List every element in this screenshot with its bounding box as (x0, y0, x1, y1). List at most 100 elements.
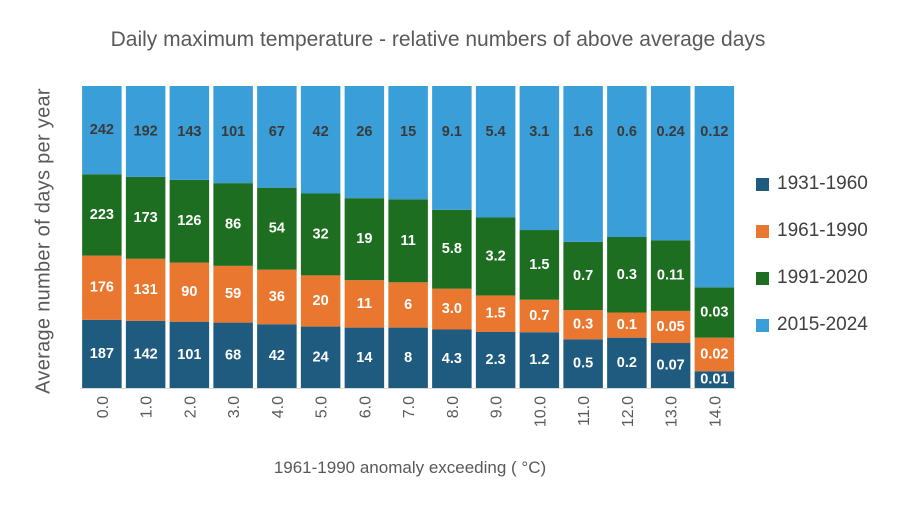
data-label: 11 (357, 296, 372, 312)
data-label: 0.12 (700, 124, 728, 140)
legend-item-1931-1960: 1931-1960 (756, 172, 868, 196)
data-label: 0.2 (617, 355, 637, 371)
bar-segment-2015-2024-3.0 (213, 86, 253, 184)
bar-segment-1961-1990-3.0 (213, 265, 253, 323)
data-label: 67 (269, 124, 285, 140)
bar-segment-1991-2020-6.0 (344, 198, 385, 281)
data-label: 176 (90, 280, 114, 296)
data-label: 1.2 (529, 352, 549, 368)
bar-segment-2015-2024-2.0 (169, 86, 210, 180)
legend-label: 1961-1990 (777, 220, 868, 241)
bar-segment-1961-1990-13.0 (650, 310, 691, 344)
x-tick-label: 14.0 (707, 396, 724, 427)
x-tick-label: 9.0 (489, 396, 506, 418)
data-label: 173 (134, 210, 158, 226)
bar-segment-2015-2024-4.0 (257, 86, 297, 188)
data-label: 0.24 (657, 124, 685, 140)
bar-segment-2015-2024-11.0 (563, 86, 603, 242)
bar-segment-2015-2024-13.0 (650, 86, 691, 241)
bar-segment-1931-1960-5.0 (300, 326, 341, 388)
bar-segment-2015-2024-14.0 (694, 86, 735, 288)
data-label: 90 (181, 284, 197, 300)
bar-segment-1961-1990-6.0 (344, 280, 385, 328)
data-label: 0.3 (617, 267, 637, 283)
bar-segment-1931-1960-1.0 (125, 320, 166, 388)
bar-segment-1931-1960-7.0 (388, 327, 428, 388)
data-label: 54 (269, 221, 285, 237)
bar-segment-1931-1960-10.0 (519, 332, 560, 388)
bar-segment-1991-2020-0.0 (82, 174, 122, 256)
data-label: 3.2 (486, 248, 506, 264)
x-tick-label: 8.0 (445, 396, 462, 418)
bar-segment-2015-2024-1.0 (125, 86, 166, 177)
bar-segment-2015-2024-6.0 (344, 86, 385, 199)
data-label: 0.02 (700, 346, 728, 362)
bar-segment-1961-1990-10.0 (519, 299, 560, 333)
data-label: 143 (177, 124, 201, 140)
data-label: 5.4 (486, 124, 506, 140)
data-label: 4.3 (442, 351, 462, 367)
legend-swatch-1991-2020 (756, 271, 769, 285)
bar-segment-1961-1990-7.0 (388, 282, 428, 328)
bar-segment-1961-1990-0.0 (82, 255, 122, 320)
bar-segment-2015-2024-7.0 (388, 86, 428, 200)
data-label: 5.8 (442, 241, 462, 257)
data-label: 0.11 (657, 268, 684, 284)
bar-segment-1931-1960-0.0 (82, 319, 122, 388)
data-label: 101 (177, 347, 201, 363)
data-label: 0.05 (657, 319, 685, 335)
x-tick-label: 12.0 (620, 396, 637, 427)
data-label: 42 (313, 124, 329, 140)
data-label: 0.01 (700, 372, 728, 388)
chart-title: Daily maximum temperature - relative num… (110, 28, 766, 51)
x-tick-label: 4.0 (270, 396, 287, 418)
bar-segment-1991-2020-12.0 (607, 237, 647, 313)
bar-segment-1991-2020-3.0 (213, 183, 253, 266)
bar-segment-1991-2020-9.0 (475, 217, 516, 296)
legend-label: 1931-1960 (777, 173, 868, 194)
bar-segment-1931-1960-13.0 (650, 343, 691, 388)
bar-segment-1931-1960-11.0 (563, 339, 603, 388)
data-label: 68 (225, 347, 241, 363)
bar-segment-1991-2020-14.0 (694, 287, 735, 338)
data-label: 0.6 (617, 124, 637, 140)
bar-segment-1991-2020-5.0 (300, 193, 341, 276)
x-tick-label: 0.0 (95, 396, 112, 418)
bar-segment-1961-1990-1.0 (125, 258, 166, 321)
legend-swatch-2015-2024 (756, 318, 769, 332)
bar-segment-1931-1960-3.0 (213, 322, 253, 388)
data-label: 11 (400, 233, 415, 249)
data-label: 8 (404, 350, 412, 366)
legend-item-1961-1990: 1961-1990 (756, 219, 868, 243)
bar-segment-2015-2024-0.0 (82, 86, 122, 175)
x-tick-label: 3.0 (226, 396, 243, 418)
data-label: 1.5 (529, 257, 549, 273)
legend: 1931-1960 1961-1990 1991-2020 2015-2024 (756, 172, 868, 360)
data-label: 0.07 (657, 358, 685, 374)
data-label: 0.1 (617, 317, 637, 333)
data-label: 20 (313, 293, 329, 309)
x-tick-label: 11.0 (576, 396, 593, 426)
bar-segment-1991-2020-8.0 (432, 209, 472, 289)
data-label: 59 (225, 286, 241, 302)
data-label: 1.5 (486, 306, 506, 322)
data-label: 26 (356, 124, 372, 140)
data-label: 19 (356, 231, 372, 247)
bar-segment-1991-2020-7.0 (388, 199, 428, 283)
legend-swatch-1931-1960 (756, 177, 769, 191)
x-tick-label: 2.0 (182, 396, 199, 418)
data-label: 131 (134, 282, 158, 298)
bar-segment-1991-2020-10.0 (519, 230, 560, 300)
data-label: 142 (134, 346, 158, 362)
legend-item-2015-2024: 2015-2024 (756, 313, 868, 337)
data-label: 9.1 (442, 124, 462, 140)
data-label: 14 (356, 350, 372, 366)
bar-segment-2015-2024-8.0 (432, 86, 472, 210)
data-label: 86 (225, 216, 241, 232)
bar-segment-1931-1960-2.0 (169, 321, 210, 388)
bar-segment-2015-2024-10.0 (519, 86, 560, 231)
x-tick-label: 7.0 (401, 396, 418, 418)
bar-segment-1991-2020-11.0 (563, 241, 603, 311)
bar-segment-1961-1990-9.0 (475, 295, 516, 332)
bar-segment-1961-1990-14.0 (694, 337, 735, 372)
